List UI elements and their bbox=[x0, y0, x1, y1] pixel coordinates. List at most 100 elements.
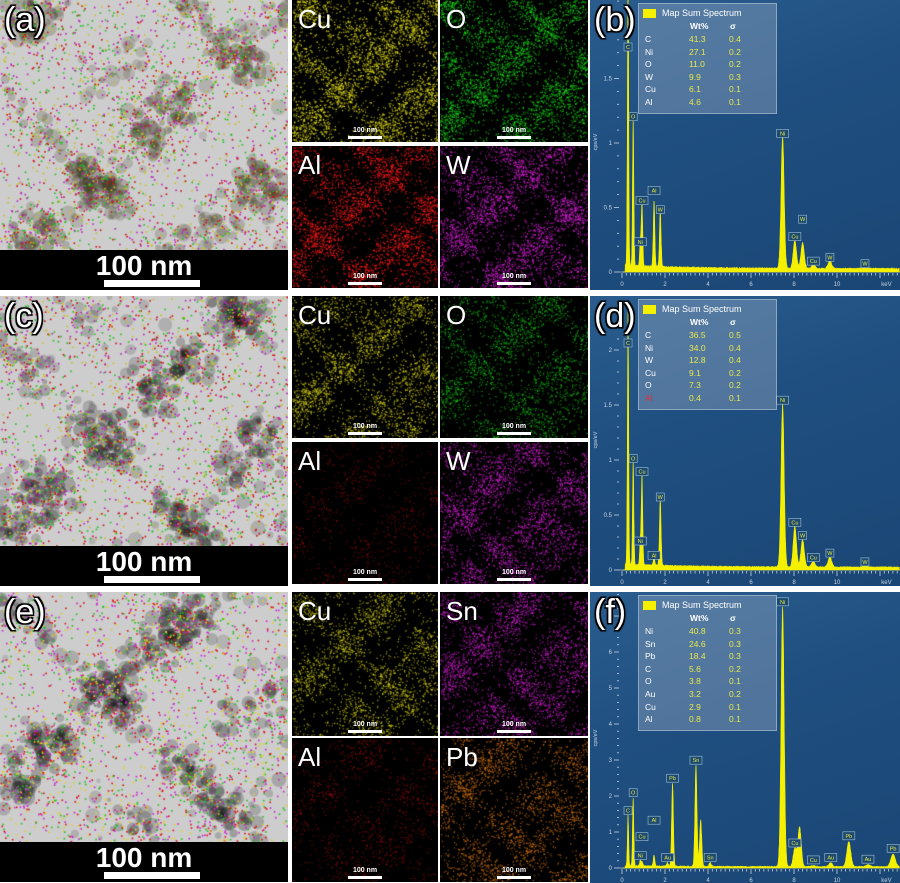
peak-label-text: Ni bbox=[780, 600, 785, 606]
composition-row: Al0.80.1 bbox=[645, 713, 741, 726]
peak-label-text: Al bbox=[652, 189, 657, 195]
composition-row: Pb18.40.3 bbox=[645, 650, 741, 663]
peak-label: Au bbox=[825, 853, 837, 861]
map-scale-bar bbox=[497, 578, 531, 581]
y-tick-label: 1 bbox=[609, 141, 613, 147]
map-element-label: Al bbox=[298, 150, 321, 180]
composition-table: Wt%σC36.50.5Ni34.00.4W12.80.4Cu9.10.2O7.… bbox=[645, 315, 741, 405]
scale-bar bbox=[104, 576, 200, 583]
spectrum-legend: Map Sum SpectrumWt%σNi40.80.3Sn24.60.3Pb… bbox=[638, 595, 777, 731]
eds-map-pb: Pb100 nm bbox=[440, 738, 588, 882]
composition-wt: 41.3 bbox=[689, 33, 729, 46]
panel-label: (a) bbox=[4, 0, 46, 40]
peak-label-text: Cu bbox=[810, 259, 817, 265]
peak-label-text: Cu bbox=[638, 199, 645, 205]
composition-element: W bbox=[645, 354, 689, 367]
legend-title: Map Sum Spectrum bbox=[662, 600, 742, 610]
peak-label: W bbox=[861, 558, 869, 566]
composition-element: Al bbox=[645, 713, 689, 726]
spectrum-legend: Map Sum SpectrumWt%σC36.50.5Ni34.00.4W12… bbox=[638, 299, 777, 410]
composition-element: Pb bbox=[645, 650, 689, 663]
x-tick-label: 0 bbox=[620, 878, 624, 883]
figure-row: 100 nm(e)Cu100 nmSn100 nmAl100 nmPb100 n… bbox=[0, 592, 900, 883]
composition-element: Au bbox=[645, 688, 689, 701]
map-scale-bar bbox=[348, 136, 382, 139]
peak-label: Ni bbox=[777, 396, 789, 404]
header-element bbox=[645, 19, 689, 33]
composition-element: W bbox=[645, 71, 689, 84]
map-element-label: O bbox=[446, 4, 466, 34]
peak-label: O bbox=[629, 455, 637, 463]
panel-label: (b) bbox=[594, 0, 636, 40]
peak-label: Cu bbox=[807, 554, 819, 562]
map-element-label: Cu bbox=[298, 300, 331, 330]
composition-sigma: 0.1 bbox=[729, 392, 741, 405]
y-tick-label: 2 bbox=[609, 348, 613, 354]
peak-label-text: Al bbox=[652, 553, 657, 559]
composition-wt: 4.6 bbox=[689, 96, 729, 109]
composition-row: Au3.20.2 bbox=[645, 688, 741, 701]
peak-label-text: Ni bbox=[638, 539, 643, 545]
peak-label-text: Ni bbox=[638, 240, 643, 246]
composition-sigma: 0.4 bbox=[729, 33, 741, 46]
map-scale-bar bbox=[497, 432, 531, 435]
peak-label-text: W bbox=[800, 534, 806, 540]
peak-label: Au bbox=[862, 855, 874, 863]
composition-row: Al4.60.1 bbox=[645, 96, 741, 109]
x-tick-label: 8 bbox=[792, 580, 796, 586]
map-element-label: W bbox=[446, 150, 471, 180]
y-tick-label: 4 bbox=[609, 722, 613, 728]
eds-spectrum-chart: 0246810keV00.511.5cps/eVCONiCuAlWNiCuWCu… bbox=[590, 0, 900, 290]
composition-row: C5.60.2 bbox=[645, 663, 741, 676]
composition-wt: 18.4 bbox=[689, 650, 729, 663]
eds-map-cu: Cu100 nm bbox=[292, 296, 438, 438]
composition-element: Cu bbox=[645, 367, 689, 380]
y-tick-label: 3 bbox=[609, 758, 613, 764]
composition-element: Cu bbox=[645, 83, 689, 96]
composition-row: W9.90.3 bbox=[645, 71, 741, 84]
composition-sigma: 0.5 bbox=[729, 329, 741, 342]
peak-label: Ni bbox=[634, 537, 646, 545]
map-element-label: W bbox=[446, 446, 471, 476]
legend-title: Map Sum Spectrum bbox=[662, 304, 742, 314]
composition-element: C bbox=[645, 329, 689, 342]
y-axis-label: cps/eV bbox=[593, 729, 599, 746]
map-scale-bar bbox=[348, 282, 382, 285]
y-tick-label: 0 bbox=[609, 866, 613, 872]
peak-label-text: W bbox=[800, 217, 806, 223]
x-tick-label: 4 bbox=[706, 282, 710, 288]
peak-label-text: Cu bbox=[791, 841, 798, 847]
composition-header: Wt%σ bbox=[645, 611, 741, 625]
map-scale-bar-label: 100 nm bbox=[292, 273, 438, 280]
composition-wt: 5.6 bbox=[689, 663, 729, 676]
eds-map-o: O 100 nm bbox=[440, 0, 588, 142]
composition-wt: 36.5 bbox=[689, 329, 729, 342]
eds-map-sn: Sn100 nm bbox=[440, 592, 588, 736]
peak-label-text: C bbox=[626, 809, 630, 815]
peak-label-text: Au bbox=[664, 855, 671, 861]
y-tick-label: 6 bbox=[609, 650, 613, 656]
composition-row: W12.80.4 bbox=[645, 354, 741, 367]
map-scale-bar-label: 100 nm bbox=[440, 127, 588, 134]
eds-map-al: Al100 nm bbox=[292, 442, 438, 584]
composition-row: Ni40.80.3 bbox=[645, 625, 741, 638]
peak-label: Cu bbox=[636, 833, 648, 841]
eds-map-al: Al100 nm bbox=[292, 738, 438, 882]
composition-sigma: 0.3 bbox=[729, 650, 741, 663]
x-tick-label: 6 bbox=[749, 878, 753, 883]
legend-title-row: Map Sum Spectrum bbox=[643, 7, 776, 19]
y-tick-label: 1.5 bbox=[604, 403, 613, 409]
composition-header: Wt%σ bbox=[645, 19, 741, 33]
composition-sigma: 0.2 bbox=[729, 379, 741, 392]
peak-label-text: W bbox=[658, 208, 664, 214]
legend-swatch bbox=[643, 305, 656, 314]
composition-sigma: 0.3 bbox=[729, 71, 741, 84]
peak-label-text: Cu bbox=[810, 858, 817, 864]
map-element-label: Cu bbox=[298, 596, 331, 626]
peak-label: Ni bbox=[777, 598, 789, 606]
peak-label-text: O bbox=[631, 457, 636, 463]
eds-spectrum-chart: 0246810keV00.511.52cps/eVCONiCuAlWNiCuWC… bbox=[590, 296, 900, 586]
composition-wt: 6.1 bbox=[689, 83, 729, 96]
spectrum-legend: Map Sum SpectrumWt%σC41.30.4Ni27.10.2O11… bbox=[638, 3, 777, 114]
composition-row: O3.80.1 bbox=[645, 675, 741, 688]
